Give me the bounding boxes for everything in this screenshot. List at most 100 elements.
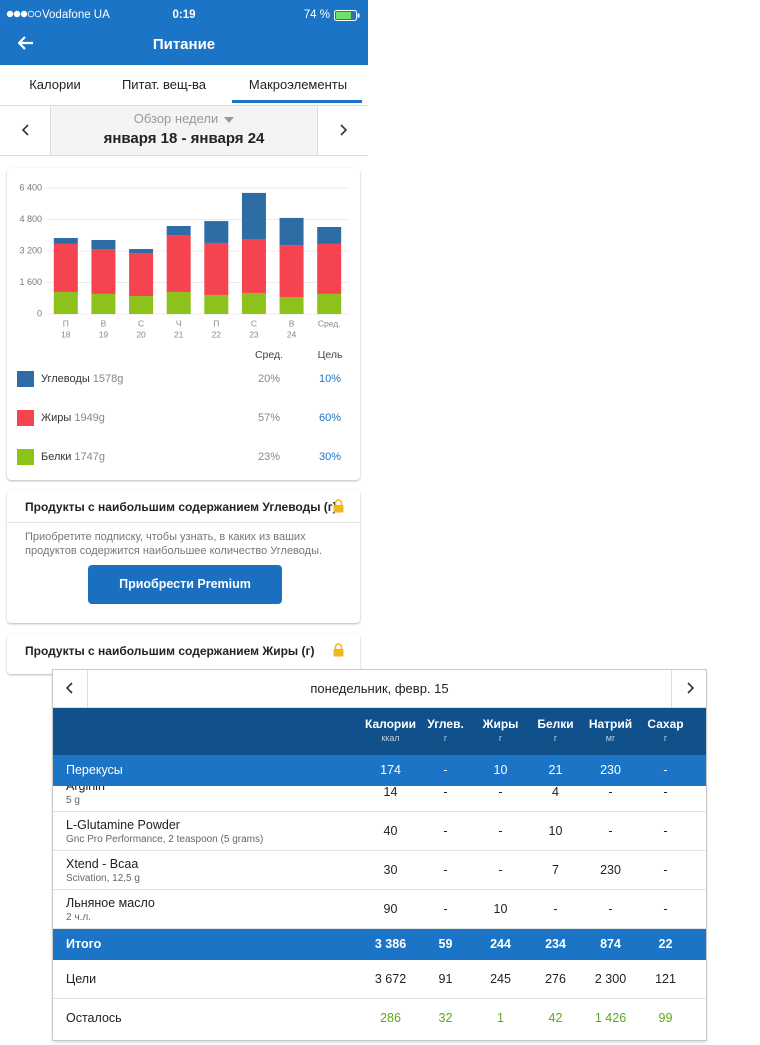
legend-average: 57% [258,412,280,424]
tab[interactable]: Макроэлементы [248,77,348,92]
food-value: - [443,863,448,877]
card-title: Продукты с наибольшим содержанием Углево… [25,500,337,514]
food-value: 230 [600,863,621,877]
column-name: Натрий [588,717,633,731]
next-day-button[interactable] [671,670,706,707]
column-name: Белки [537,717,574,731]
top-foods-card: Продукты с наибольшим содержанием Жиры (… [7,634,360,674]
food-value: 10 [548,824,563,838]
dropdown-triangle [224,116,235,123]
stacked-bar-segment [166,291,191,314]
stacked-bar-segment [204,221,229,243]
battery-body [334,10,357,21]
legend-label: Углеводы 1578g [41,373,123,385]
battery-icon [334,10,360,21]
legend-swatch [17,371,34,387]
column-name: Калории [364,717,417,731]
food-value: 14 [383,786,398,799]
column-name: Сахар [647,717,684,731]
premium-button[interactable]: Приобрести Premium [88,565,282,604]
food-row-content: Льняное масло 2 ч.л. 90 - 10 - - - [53,890,706,928]
food-value: - [553,902,558,916]
prev-day-button[interactable] [53,670,88,707]
column-unit: мг [605,733,616,743]
food-value: - [498,824,503,838]
legend-goal: 60% [319,412,341,424]
week-range: января 18 - января 24 [103,130,265,147]
week-label-wrap: Обзор недели [0,111,368,126]
food-name: Xtend - Bcaa [66,857,139,871]
row-value: 121 [655,971,676,986]
food-detail: 2 ч.л. [66,912,91,923]
food-value: - [443,902,448,916]
clock: 0:19 [172,9,196,21]
stacked-bar-segment [317,243,342,294]
row-value: 21 [548,762,563,777]
row-value: 99 [658,1010,673,1025]
food-value: - [608,902,613,916]
stacked-bar-segment [317,226,342,244]
stacked-bar-segment [129,249,154,253]
tab-bar: Калории Питат. вещ-ва Макроэлементы [0,65,368,106]
food-row-content: Arginin 5 g 14 - - 4 - - [53,786,706,811]
row-label: Перекусы [66,762,123,777]
food-value: - [663,824,668,838]
signal-dot [27,10,35,18]
tab[interactable]: Калории [29,77,81,92]
food-value: 10 [493,902,508,916]
row-value: - [663,762,668,777]
prev-week-button[interactable] [0,106,51,155]
lock-shackle [334,499,343,505]
column-name: Углев. [427,717,464,731]
back-arrow[interactable] [18,36,34,50]
x-date-label: 19 [99,329,109,339]
stacked-bar-segment [166,235,191,292]
chevron-right [340,124,348,136]
food-name: Льняное масло [66,896,155,910]
row-label: Цели [66,971,97,986]
row-label: Осталось [66,1010,122,1025]
chevron-right [687,682,695,694]
y-tick-label: 0 [37,308,42,318]
stacked-bar-segment [241,292,266,314]
x-day-label: Сред. [318,318,341,328]
legend-grams: 1578g [93,373,124,385]
stacked-bar-segment [241,192,266,239]
row-value: 244 [490,936,511,951]
food-detail: 5 g [66,795,80,806]
row-value: 10 [493,762,508,777]
week-navigator: Обзор недели января 18 - января 24 [0,106,368,156]
avg-header: Сред. [255,349,283,361]
x-day-label: С [138,318,144,328]
food-detail: Gnc Pro Performance, 2 teaspoon (5 grams… [66,834,264,845]
signal-dot [6,10,14,18]
lock-shackle [334,643,343,649]
food-row: L-Glutamine Powder Gnc Pro Performance, 2… [53,812,706,851]
next-week-button[interactable] [317,106,368,155]
food-row: Льняное масло 2 ч.л. 90 - 10 - - - [53,890,706,929]
row-value: 230 [600,762,621,777]
column-unit: г [663,733,668,743]
legend-average: 20% [258,373,280,385]
week-label: Обзор недели [133,111,219,126]
lock-icon [333,643,344,657]
food-value: - [443,786,448,799]
card-title: Продукты с наибольшим содержанием Жиры (… [25,644,315,658]
legend-average: 23% [258,451,280,463]
stacked-bar-segment [129,252,154,297]
tab[interactable]: Питат. вещ-ва [121,77,207,92]
stacked-bar-segment [279,297,304,314]
legend-label: Жиры 1949g [41,412,105,424]
remaining-row: Осталось 286 32 1 42 1 426 99 [53,999,706,1038]
lock-body [333,649,344,657]
food-value: - [663,786,668,799]
x-day-label: Ч [176,318,182,328]
stacked-bar-segment [53,291,78,314]
day-navigator: понедельник, февр. 15 [53,670,706,708]
battery-tip [357,13,360,18]
legend-label: Белки 1747g [41,451,105,463]
signal-dot [13,10,21,18]
